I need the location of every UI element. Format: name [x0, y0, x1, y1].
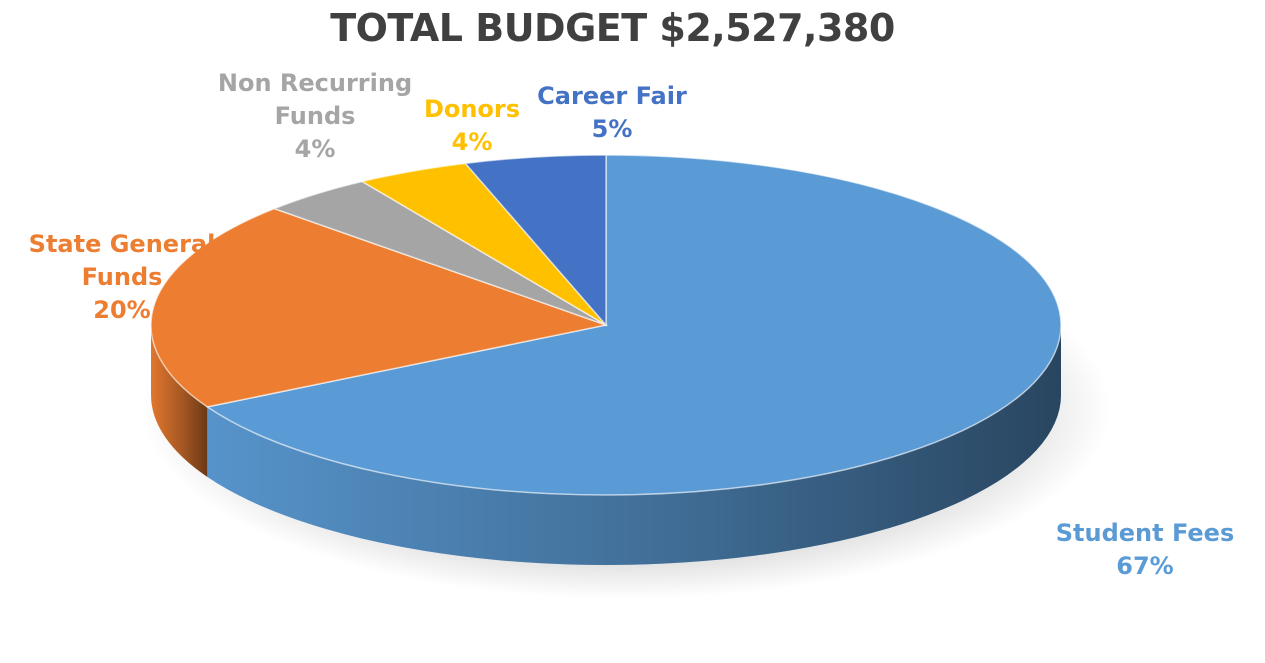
- label-non-recurring-funds-name: Non Recurring: [218, 69, 412, 97]
- label-state-general-funds-name: State General: [29, 230, 216, 258]
- label-non-recurring-funds-name: Funds: [275, 102, 356, 130]
- label-career-fair-name: Career Fair: [537, 82, 687, 110]
- label-career-fair-value: 5%: [592, 115, 633, 143]
- pie-slice-career-fair: [463, 154, 607, 328]
- label-donors-name: Donors: [424, 95, 520, 123]
- label-non-recurring-funds-value: 4%: [295, 135, 336, 163]
- pie-side-state-general-funds-shade: [151, 325, 208, 477]
- pie-side-student-fees-shade: [207, 325, 1061, 565]
- pie-slice-student-fees: [205, 154, 1062, 496]
- label-state-general-funds-name: Funds: [82, 263, 163, 291]
- label-student-fees-name: Student Fees: [1056, 519, 1234, 547]
- chart-title: TOTAL BUDGET $2,527,380: [330, 6, 895, 50]
- label-student-fees-value: 67%: [1116, 552, 1173, 580]
- pie-slice-state-general-funds: [150, 207, 609, 408]
- label-donors-value: 4%: [452, 128, 493, 156]
- label-state-general-funds-value: 20%: [93, 296, 150, 324]
